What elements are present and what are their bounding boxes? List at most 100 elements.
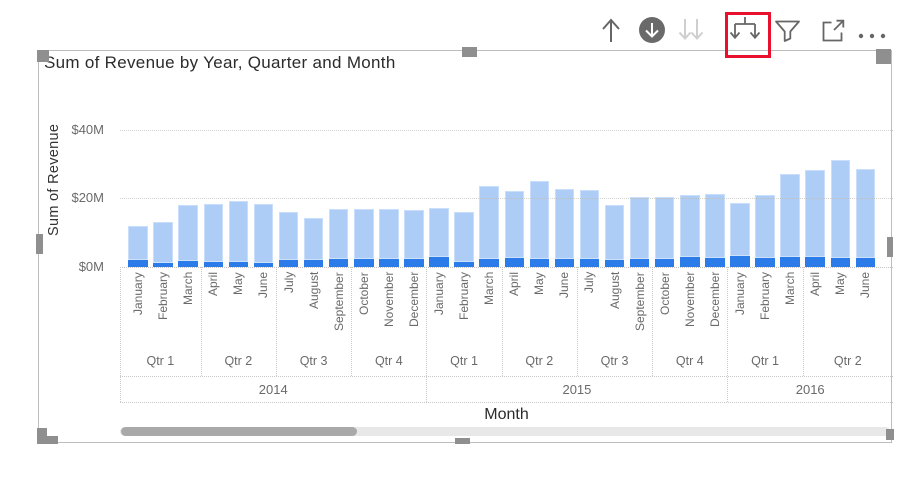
bar-december-2014[interactable] (404, 209, 424, 267)
bar-highlight-segment[interactable] (253, 262, 274, 267)
bar-highlight-segment[interactable] (153, 262, 173, 267)
bar-july-2015[interactable] (579, 190, 600, 267)
bar-january-2015[interactable] (429, 208, 449, 267)
bar-november-2014[interactable] (379, 209, 399, 267)
drill-down-mode-icon[interactable] (638, 16, 666, 49)
quarter-label: Qtr 3 (299, 354, 328, 368)
resize-handle-middle-right[interactable] (887, 237, 893, 257)
bar-march-2015[interactable] (479, 186, 499, 267)
month-label: May (231, 272, 246, 295)
bar-highlight-segment[interactable] (404, 259, 424, 267)
bar-highlight-segment[interactable] (579, 259, 600, 267)
focus-mode-icon[interactable] (820, 18, 846, 49)
resize-handle-bottom-right[interactable] (886, 429, 894, 440)
bar-may-2015[interactable] (529, 181, 550, 267)
bar-highlight-segment[interactable] (780, 257, 800, 267)
bar-highlight-segment[interactable] (654, 259, 675, 267)
bar-april-2014[interactable] (203, 204, 224, 267)
bar-june-2016[interactable] (855, 169, 876, 267)
filter-icon[interactable] (774, 19, 801, 48)
bar-february-2015[interactable] (454, 211, 474, 267)
more-options-icon[interactable] (857, 27, 887, 45)
bar-june-2014[interactable] (253, 204, 274, 267)
bar-november-2015[interactable] (680, 195, 700, 267)
resize-handle-bottom-center[interactable] (455, 438, 470, 444)
bar-highlight-segment[interactable] (805, 257, 825, 267)
bar-february-2014[interactable] (153, 222, 173, 267)
bar-highlight-segment[interactable] (379, 259, 399, 267)
bar-highlight-segment[interactable] (504, 258, 524, 267)
bar-august-2015[interactable] (604, 205, 625, 267)
bar-highlight-segment[interactable] (629, 259, 650, 267)
quarter-label: Qtr 3 (600, 354, 629, 368)
bar-april-2015[interactable] (504, 191, 524, 267)
bar-highlight-segment[interactable] (705, 258, 725, 267)
bar-highlight-segment[interactable] (755, 258, 775, 267)
bar-january-2014[interactable] (128, 226, 148, 267)
bar-highlight-segment[interactable] (830, 258, 851, 267)
horizontal-scrollbar-track[interactable] (120, 427, 890, 436)
month-label: November (682, 272, 697, 328)
bar-june-2015[interactable] (554, 188, 575, 267)
resize-handle-bottom-left[interactable] (37, 436, 58, 444)
horizontal-scrollbar-thumb[interactable] (121, 427, 357, 436)
bar-highlight-segment[interactable] (278, 260, 299, 267)
bar-highlight-segment[interactable] (479, 259, 499, 267)
go-to-next-level-icon (677, 18, 705, 48)
bar-august-2014[interactable] (303, 217, 324, 267)
drill-up-icon[interactable] (599, 17, 623, 48)
bar-highlight-segment[interactable] (303, 259, 324, 267)
bar-december-2015[interactable] (705, 194, 725, 267)
bar-highlight-segment[interactable] (730, 255, 750, 267)
resize-handle-middle-left[interactable] (36, 234, 43, 254)
bar-march-2014[interactable] (178, 204, 198, 267)
bar-october-2015[interactable] (654, 197, 675, 267)
year-label: 2014 (258, 382, 288, 397)
month-label: May (833, 272, 848, 295)
bar-highlight-segment[interactable] (128, 260, 148, 267)
quarter-label: Qtr 4 (374, 354, 403, 368)
bar-highlight-segment[interactable] (680, 257, 700, 267)
bar-highlight-segment[interactable] (604, 259, 625, 267)
expand-all-down-one-level-icon[interactable] (729, 16, 761, 49)
bar-highlight-segment[interactable] (554, 259, 575, 267)
x-axis-baseline (120, 267, 893, 268)
quarter-label: Qtr 2 (525, 354, 554, 368)
month-label: April (507, 272, 522, 297)
bar-april-2016[interactable] (805, 170, 825, 267)
y-axis-tick-label: $0M (78, 259, 104, 274)
bar-september-2014[interactable] (328, 209, 349, 267)
bar-highlight-segment[interactable] (354, 258, 374, 267)
bar-highlight-segment[interactable] (855, 257, 876, 267)
month-label: March (482, 272, 497, 306)
quarter-separator (501, 267, 503, 376)
bar-highlight-segment[interactable] (454, 262, 474, 267)
month-label: December (707, 272, 722, 328)
bar-highlight-segment[interactable] (228, 261, 249, 267)
month-label: August (607, 272, 622, 310)
bar-march-2016[interactable] (780, 173, 800, 267)
quarter-label: Qtr 2 (224, 354, 253, 368)
bar-highlight-segment[interactable] (178, 260, 198, 267)
quarter-separator (576, 267, 578, 376)
quarter-label: Qtr 2 (833, 354, 862, 368)
bar-january-2016[interactable] (730, 203, 750, 267)
month-label: January (732, 272, 747, 315)
bar-july-2014[interactable] (278, 211, 299, 267)
month-label: December (406, 272, 421, 328)
bar-highlight-segment[interactable] (328, 259, 349, 267)
bar-may-2014[interactable] (228, 201, 249, 267)
month-label: November (381, 272, 396, 328)
year-separator (727, 267, 729, 402)
resize-handle-top-left[interactable] (37, 50, 49, 62)
bar-may-2016[interactable] (830, 160, 851, 267)
bar-highlight-segment[interactable] (529, 259, 550, 267)
resize-handle-top-right[interactable] (876, 49, 891, 64)
resize-handle-top-center[interactable] (462, 47, 477, 57)
bar-highlight-segment[interactable] (203, 261, 224, 267)
bar-october-2014[interactable] (354, 208, 374, 267)
month-label: February (758, 272, 773, 321)
bar-highlight-segment[interactable] (429, 257, 449, 267)
bar-september-2015[interactable] (629, 197, 650, 267)
bar-february-2016[interactable] (755, 194, 775, 267)
